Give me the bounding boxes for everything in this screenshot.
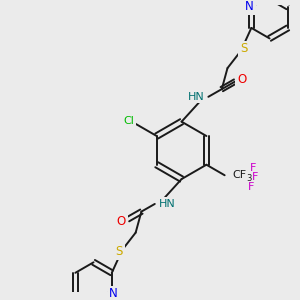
- Text: S: S: [240, 43, 247, 56]
- Text: S: S: [116, 245, 123, 258]
- Text: HN: HN: [159, 199, 176, 209]
- Text: O: O: [117, 215, 126, 228]
- Text: F: F: [252, 172, 259, 182]
- Text: Cl: Cl: [123, 116, 134, 126]
- Text: HN: HN: [188, 92, 204, 102]
- Text: F: F: [250, 163, 256, 172]
- Text: N: N: [109, 287, 118, 300]
- Text: N: N: [245, 0, 254, 14]
- Text: F: F: [248, 182, 255, 192]
- Text: O: O: [237, 73, 247, 86]
- Text: 3: 3: [246, 174, 251, 183]
- Text: CF: CF: [232, 170, 246, 180]
